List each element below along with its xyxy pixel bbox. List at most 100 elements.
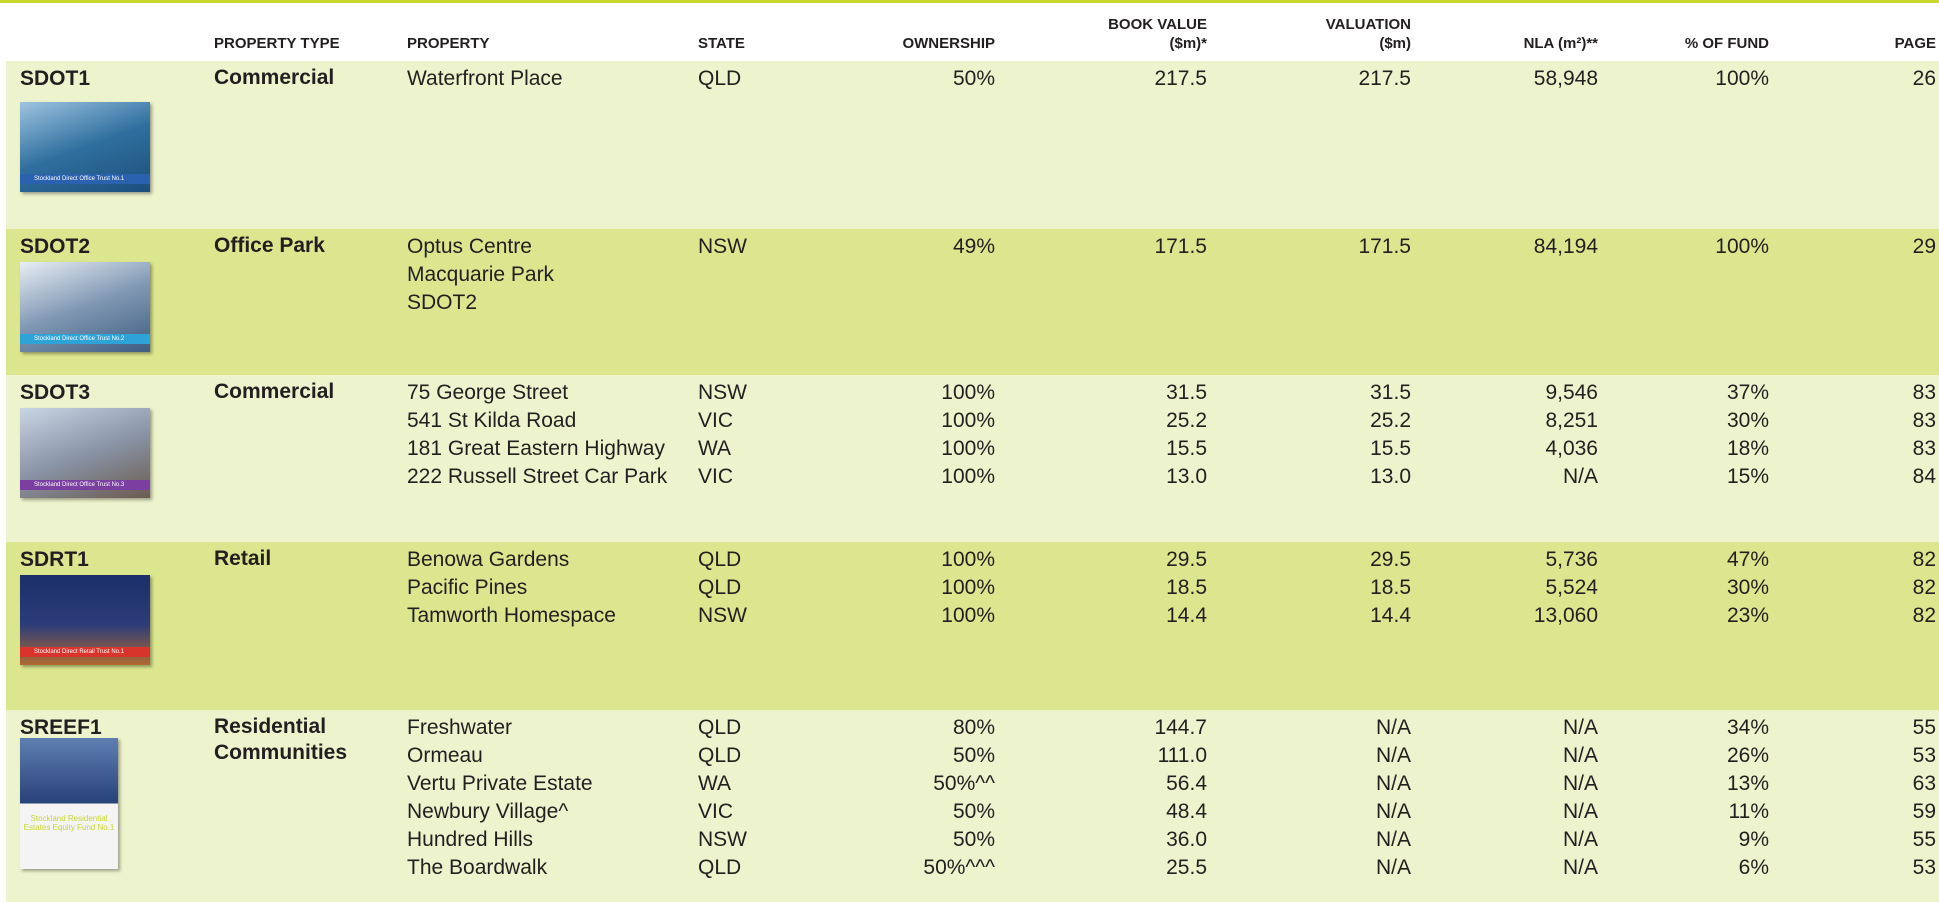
table-cell: 15.5 xyxy=(1280,435,1411,463)
table-cell: 63 xyxy=(1850,770,1936,798)
table-cell: 50% xyxy=(880,65,995,93)
table-cell: Tamworth Homespace xyxy=(407,602,690,630)
table-cell: 100% xyxy=(880,379,995,407)
table-cell: 26% xyxy=(1650,742,1769,770)
table-cell: VIC xyxy=(698,798,800,826)
thumbnail-caption: Stockland Direct Office Trust No.3 xyxy=(20,480,150,490)
table-cell: 58,948 xyxy=(1480,65,1598,93)
table-cell: 171.5 xyxy=(1080,233,1207,261)
table-cell: 36.0 xyxy=(1080,826,1207,854)
property-type: Residential Communities xyxy=(214,714,394,766)
table-cell: 100% xyxy=(880,463,995,491)
table-cell: 82 xyxy=(1850,602,1936,630)
table-cell: Hundred Hills xyxy=(407,826,690,854)
table-cell: N/A xyxy=(1280,798,1411,826)
table-cell: Pacific Pines xyxy=(407,574,690,602)
table-cell: 53 xyxy=(1850,854,1936,882)
table-cell: 23% xyxy=(1650,602,1769,630)
table-cell: 217.5 xyxy=(1080,65,1207,93)
table-cell: 82 xyxy=(1850,574,1936,602)
table-cell: 111.0 xyxy=(1080,742,1207,770)
thumbnail-caption: Stockland Residential Estates Equity Fun… xyxy=(20,812,118,834)
table-cell: NSW xyxy=(698,379,800,407)
thumbnail-caption: Stockland Direct Office Trust No.2 xyxy=(20,334,150,344)
table-cell: Waterfront Place xyxy=(407,65,690,93)
column-header: PROPERTY xyxy=(407,34,690,53)
table-cell: VIC xyxy=(698,407,800,435)
table-cell: NSW xyxy=(698,826,800,854)
table-cell: QLD xyxy=(698,65,800,93)
column-header: NLA (m²)** xyxy=(1480,34,1598,53)
table-cell: 6% xyxy=(1650,854,1769,882)
table-cell: QLD xyxy=(698,854,800,882)
column-header: PAGE xyxy=(1850,34,1936,53)
table-cell: 48.4 xyxy=(1080,798,1207,826)
table-cell: 100% xyxy=(880,435,995,463)
table-cell: 50%^^^ xyxy=(880,854,995,882)
thumbnail-caption: Stockland Direct Office Trust No.1 xyxy=(20,174,150,184)
table-cell: 14.4 xyxy=(1080,602,1207,630)
table-cell: 5,524 xyxy=(1480,574,1598,602)
table-cell: N/A xyxy=(1480,770,1598,798)
table-cell: Freshwater xyxy=(407,714,690,742)
table-cell: 31.5 xyxy=(1280,379,1411,407)
table-cell: 34% xyxy=(1650,714,1769,742)
table-cell: 144.7 xyxy=(1080,714,1207,742)
thumbnail: Stockland Direct Office Trust No.2 xyxy=(20,262,150,352)
table-cell: 29.5 xyxy=(1280,546,1411,574)
table-cell: 50% xyxy=(880,826,995,854)
table-cell: The Boardwalk xyxy=(407,854,690,882)
table-cell: Macquarie Park xyxy=(407,261,690,289)
table-cell: QLD xyxy=(698,714,800,742)
column-header: STATE xyxy=(698,34,800,53)
table-cell: 25.2 xyxy=(1280,407,1411,435)
table-cell: N/A xyxy=(1280,714,1411,742)
fund-code: SDOT3 xyxy=(20,379,90,407)
table-cell: 50%^^ xyxy=(880,770,995,798)
table-cell: NSW xyxy=(698,602,800,630)
table-cell: 100% xyxy=(1650,65,1769,93)
table-cell: N/A xyxy=(1480,798,1598,826)
table-cell: 100% xyxy=(880,602,995,630)
column-header: PROPERTY TYPE xyxy=(214,34,400,53)
table-cell: 30% xyxy=(1650,574,1769,602)
table-cell: 84 xyxy=(1850,463,1936,491)
thumbnail: Stockland Direct Office Trust No.1 xyxy=(20,102,150,192)
table-cell: 53 xyxy=(1850,742,1936,770)
table-cell: QLD xyxy=(698,742,800,770)
table-cell: QLD xyxy=(698,574,800,602)
fund-code: SDOT2 xyxy=(20,233,90,261)
table-cell: 100% xyxy=(880,407,995,435)
table-cell: 100% xyxy=(1650,233,1769,261)
table-cell: 55 xyxy=(1850,714,1936,742)
table-cell: 18.5 xyxy=(1280,574,1411,602)
table-cell: N/A xyxy=(1480,826,1598,854)
column-header: OWNERSHIP xyxy=(880,34,995,53)
table-cell: 80% xyxy=(880,714,995,742)
table-cell: 29.5 xyxy=(1080,546,1207,574)
table-cell: 18% xyxy=(1650,435,1769,463)
table-cell: 47% xyxy=(1650,546,1769,574)
column-header: % OF FUND xyxy=(1650,34,1769,53)
property-type: Retail xyxy=(214,546,394,572)
table-cell: 84,194 xyxy=(1480,233,1598,261)
table-cell: Newbury Village^ xyxy=(407,798,690,826)
top-rule xyxy=(0,0,1939,3)
table-cell: 13.0 xyxy=(1080,463,1207,491)
table-cell: 56.4 xyxy=(1080,770,1207,798)
table-cell: 181 Great Eastern Highway xyxy=(407,435,690,463)
table-cell: 4,036 xyxy=(1480,435,1598,463)
table-cell: 15.5 xyxy=(1080,435,1207,463)
table-cell: 541 St Kilda Road xyxy=(407,407,690,435)
table-cell: QLD xyxy=(698,546,800,574)
table-cell: 55 xyxy=(1850,826,1936,854)
table-cell: N/A xyxy=(1280,742,1411,770)
table-cell: SDOT2 xyxy=(407,289,690,317)
property-type: Commercial xyxy=(214,379,394,405)
table-cell: Benowa Gardens xyxy=(407,546,690,574)
table-cell: 5,736 xyxy=(1480,546,1598,574)
table-cell: VIC xyxy=(698,463,800,491)
table-cell: N/A xyxy=(1480,463,1598,491)
table-cell: WA xyxy=(698,770,800,798)
column-header: BOOK VALUE ($m)* xyxy=(1080,15,1207,53)
